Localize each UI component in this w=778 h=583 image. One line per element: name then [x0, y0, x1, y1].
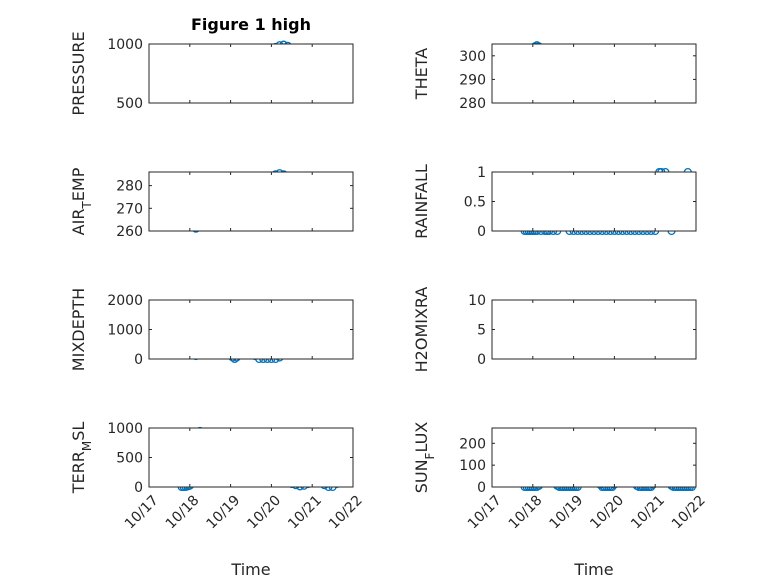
y-tick-label: 1000 — [107, 37, 143, 53]
subplot-h2omixra: 0 5 10 H2OMIXRA — [412, 287, 697, 373]
y-tick-label: 100 — [459, 458, 486, 474]
axes-frame — [491, 427, 697, 488]
y-axis-label: SUNFLUX — [412, 422, 437, 494]
figure-title: Figure 1 high — [191, 15, 311, 34]
x-tick-label: 10/20 — [244, 492, 284, 532]
y-tick-label: 0 — [477, 352, 486, 368]
subplot-air-temp: 260 270 280 AIRTEMP — [69, 167, 354, 240]
y-axis-label: RAINFALL — [412, 164, 431, 239]
x-axis-label-right: Time — [573, 560, 613, 579]
y-tick-label: 0 — [477, 480, 486, 496]
y-tick-label: 500 — [116, 451, 143, 467]
y-tick-label: 500 — [116, 96, 143, 112]
subplot-pressure: 500 1000 PRESSURE — [69, 31, 354, 116]
y-tick-label: 1000 — [107, 323, 143, 339]
y-axis-label: PRESSURE — [69, 31, 88, 115]
y-axis-label: TERRMSL — [69, 422, 94, 495]
axes-frame — [491, 171, 697, 232]
y-tick-label: 1 — [477, 165, 486, 181]
subplot-sun-flux: 10/17 10/18 10/19 10/20 10/21 10/22 0 100 200 SUN… — [412, 422, 709, 533]
y-tick-label: 280 — [116, 179, 143, 195]
x-tick-label: 10/22 — [326, 492, 366, 532]
y-tick-label: 0.5 — [464, 195, 486, 211]
y-tick-label: 0 — [134, 352, 143, 368]
y-tick-label: 5 — [477, 323, 486, 339]
y-tick-label: 270 — [116, 201, 143, 217]
subplot-theta: 280 290 300 THETA — [412, 41, 697, 112]
x-tick-label: 10/17 — [122, 492, 162, 532]
y-axis-label: THETA — [412, 48, 431, 100]
x-tick-label: 10/21 — [628, 492, 668, 532]
x-tick-label: 10/21 — [285, 492, 325, 532]
x-tick-label: 10/19 — [547, 492, 587, 532]
axes-frame — [148, 299, 354, 360]
x-axis-label-left: Time — [230, 560, 270, 579]
y-axis-label: AIRTEMP — [69, 167, 94, 235]
y-axis-label: MIXDEPTH — [69, 288, 88, 371]
y-tick-label: 300 — [459, 49, 486, 65]
axes-frame — [148, 43, 354, 104]
axes-frame — [491, 299, 697, 360]
x-tick-label: 10/18 — [163, 492, 203, 532]
x-tick-label: 10/17 — [465, 492, 505, 532]
x-tick-label: 10/22 — [669, 492, 709, 532]
y-tick-label: 280 — [459, 96, 486, 112]
axes-frame — [491, 43, 697, 104]
axes-frame — [148, 171, 354, 232]
subplot-rainfall: 0 0.5 1 RAINFALL — [412, 164, 697, 240]
subplot-terr-msl: 10/17 10/18 10/19 10/20 10/21 10/22 0 500 1000 TE… — [69, 421, 366, 532]
y-tick-label: 0 — [134, 480, 143, 496]
y-tick-label: 200 — [459, 436, 486, 452]
y-tick-label: 290 — [459, 72, 486, 88]
subplot-mixdepth: 0 1000 2000 MIXDEPTH — [69, 288, 354, 371]
y-tick-label: 0 — [477, 224, 486, 240]
x-tick-label: 10/18 — [506, 492, 546, 532]
y-tick-label: 2000 — [107, 293, 143, 309]
x-tick-label: 10/19 — [204, 492, 244, 532]
y-tick-label: 260 — [116, 224, 143, 240]
x-tick-label: 10/20 — [587, 492, 627, 532]
y-tick-label: 1000 — [107, 421, 143, 437]
axes-frame — [148, 427, 354, 488]
y-tick-label: 10 — [468, 293, 486, 309]
y-axis-label: H2OMIXRA — [412, 287, 431, 373]
